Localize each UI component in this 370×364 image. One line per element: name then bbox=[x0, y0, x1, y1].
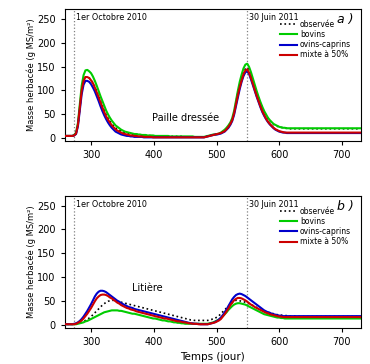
Text: b ): b ) bbox=[337, 200, 353, 213]
Y-axis label: Masse herbacée (g MS/m²): Masse herbacée (g MS/m²) bbox=[26, 206, 36, 318]
Text: Paille dressée: Paille dressée bbox=[152, 113, 219, 123]
Text: 1er Octobre 2010: 1er Octobre 2010 bbox=[76, 13, 147, 22]
X-axis label: Temps (jour): Temps (jour) bbox=[181, 352, 245, 362]
Y-axis label: Masse herbacée (g MS/m²): Masse herbacée (g MS/m²) bbox=[26, 19, 36, 131]
Text: 1er Octobre 2010: 1er Octobre 2010 bbox=[76, 200, 147, 209]
Text: 30 Juin 2011: 30 Juin 2011 bbox=[249, 200, 299, 209]
Text: a ): a ) bbox=[337, 13, 353, 26]
Text: Litière: Litière bbox=[132, 283, 163, 293]
Legend: observée, bovins, ovins-caprins, mixte à 50%: observée, bovins, ovins-caprins, mixte à… bbox=[277, 17, 354, 62]
Text: 30 Juin 2011: 30 Juin 2011 bbox=[249, 13, 299, 22]
Legend: observée, bovins, ovins-caprins, mixte à 50%: observée, bovins, ovins-caprins, mixte à… bbox=[277, 204, 354, 249]
